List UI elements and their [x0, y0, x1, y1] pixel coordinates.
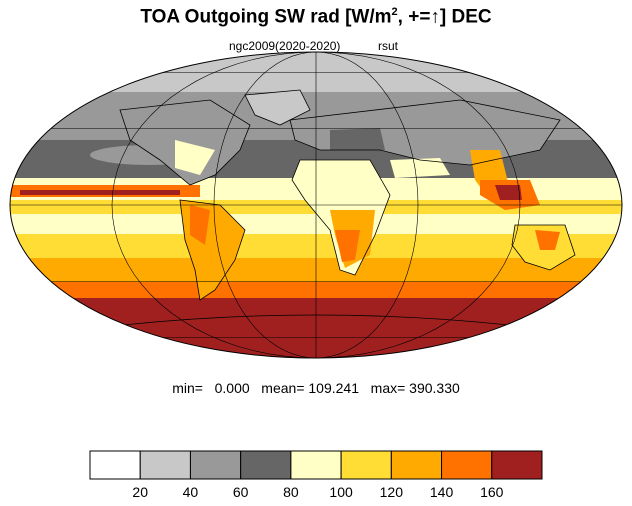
- colorbar-tick-label: 120: [380, 484, 404, 500]
- land-africa-core: [335, 230, 360, 262]
- coastline-australia: [511, 224, 576, 271]
- colorbar-tick-label: 160: [480, 484, 504, 500]
- field-itcz-core: [20, 190, 180, 195]
- colorbar-boxes: [89, 450, 543, 480]
- colorbar-tick-label: 80: [283, 484, 299, 500]
- subtitle-right: rsut: [378, 39, 399, 53]
- colorbar-box: [491, 450, 543, 480]
- land-greenland: [245, 90, 310, 125]
- colorbar-box: [290, 450, 342, 480]
- colorbar-tick-label: 40: [183, 484, 199, 500]
- colorbar-box: [340, 450, 392, 480]
- colorbar-box: [139, 450, 191, 480]
- colorbar-box: [390, 450, 443, 480]
- land-na-pale: [175, 140, 215, 175]
- land-australia-hot: [535, 230, 560, 250]
- title-suffix: , +=↑] DEC: [397, 6, 492, 28]
- coastline-greenland: [244, 89, 311, 126]
- colorbar-tick-label: 20: [132, 484, 148, 500]
- colorbar-tick-label: 140: [430, 484, 454, 500]
- title-text: TOA Outgoing SW rad [W/m: [140, 6, 392, 28]
- title-superscript: 2: [391, 6, 398, 18]
- land-maritime-core: [495, 185, 522, 200]
- subtitle-left: ngc2009(2020-2020): [229, 39, 341, 53]
- stats-line: min= 0.000 mean= 109.241 max= 390.330: [172, 380, 460, 396]
- colorbar-tick-label: 100: [329, 484, 353, 500]
- land-amazon: [190, 205, 210, 245]
- land-arabia-pale: [390, 158, 450, 178]
- coastline-africa: [291, 159, 391, 276]
- graticule-meridian: [213, 52, 317, 358]
- land-europe-dark: [330, 128, 385, 150]
- coastline-eurasia: [289, 99, 561, 166]
- coastline-south-america: [179, 199, 246, 301]
- graticule: [10, 52, 622, 358]
- graticule-meridian: [315, 52, 521, 358]
- colorbar-box: [441, 450, 493, 480]
- colorbar-tick-label: 60: [233, 484, 249, 500]
- graticule-meridian: [315, 52, 419, 358]
- colorbar-box: [89, 450, 141, 480]
- colorbar-box: [240, 450, 292, 480]
- colorbar-labels: 20 40 60 80 100 120 140 160: [132, 484, 503, 500]
- coastline-north-america: [119, 99, 251, 186]
- colorbar-box: [189, 450, 242, 480]
- map-border: [9, 51, 623, 359]
- plot-title: TOA Outgoing SW rad [W/m2, +=↑] DEC: [0, 6, 632, 28]
- graticule-meridian: [111, 52, 317, 358]
